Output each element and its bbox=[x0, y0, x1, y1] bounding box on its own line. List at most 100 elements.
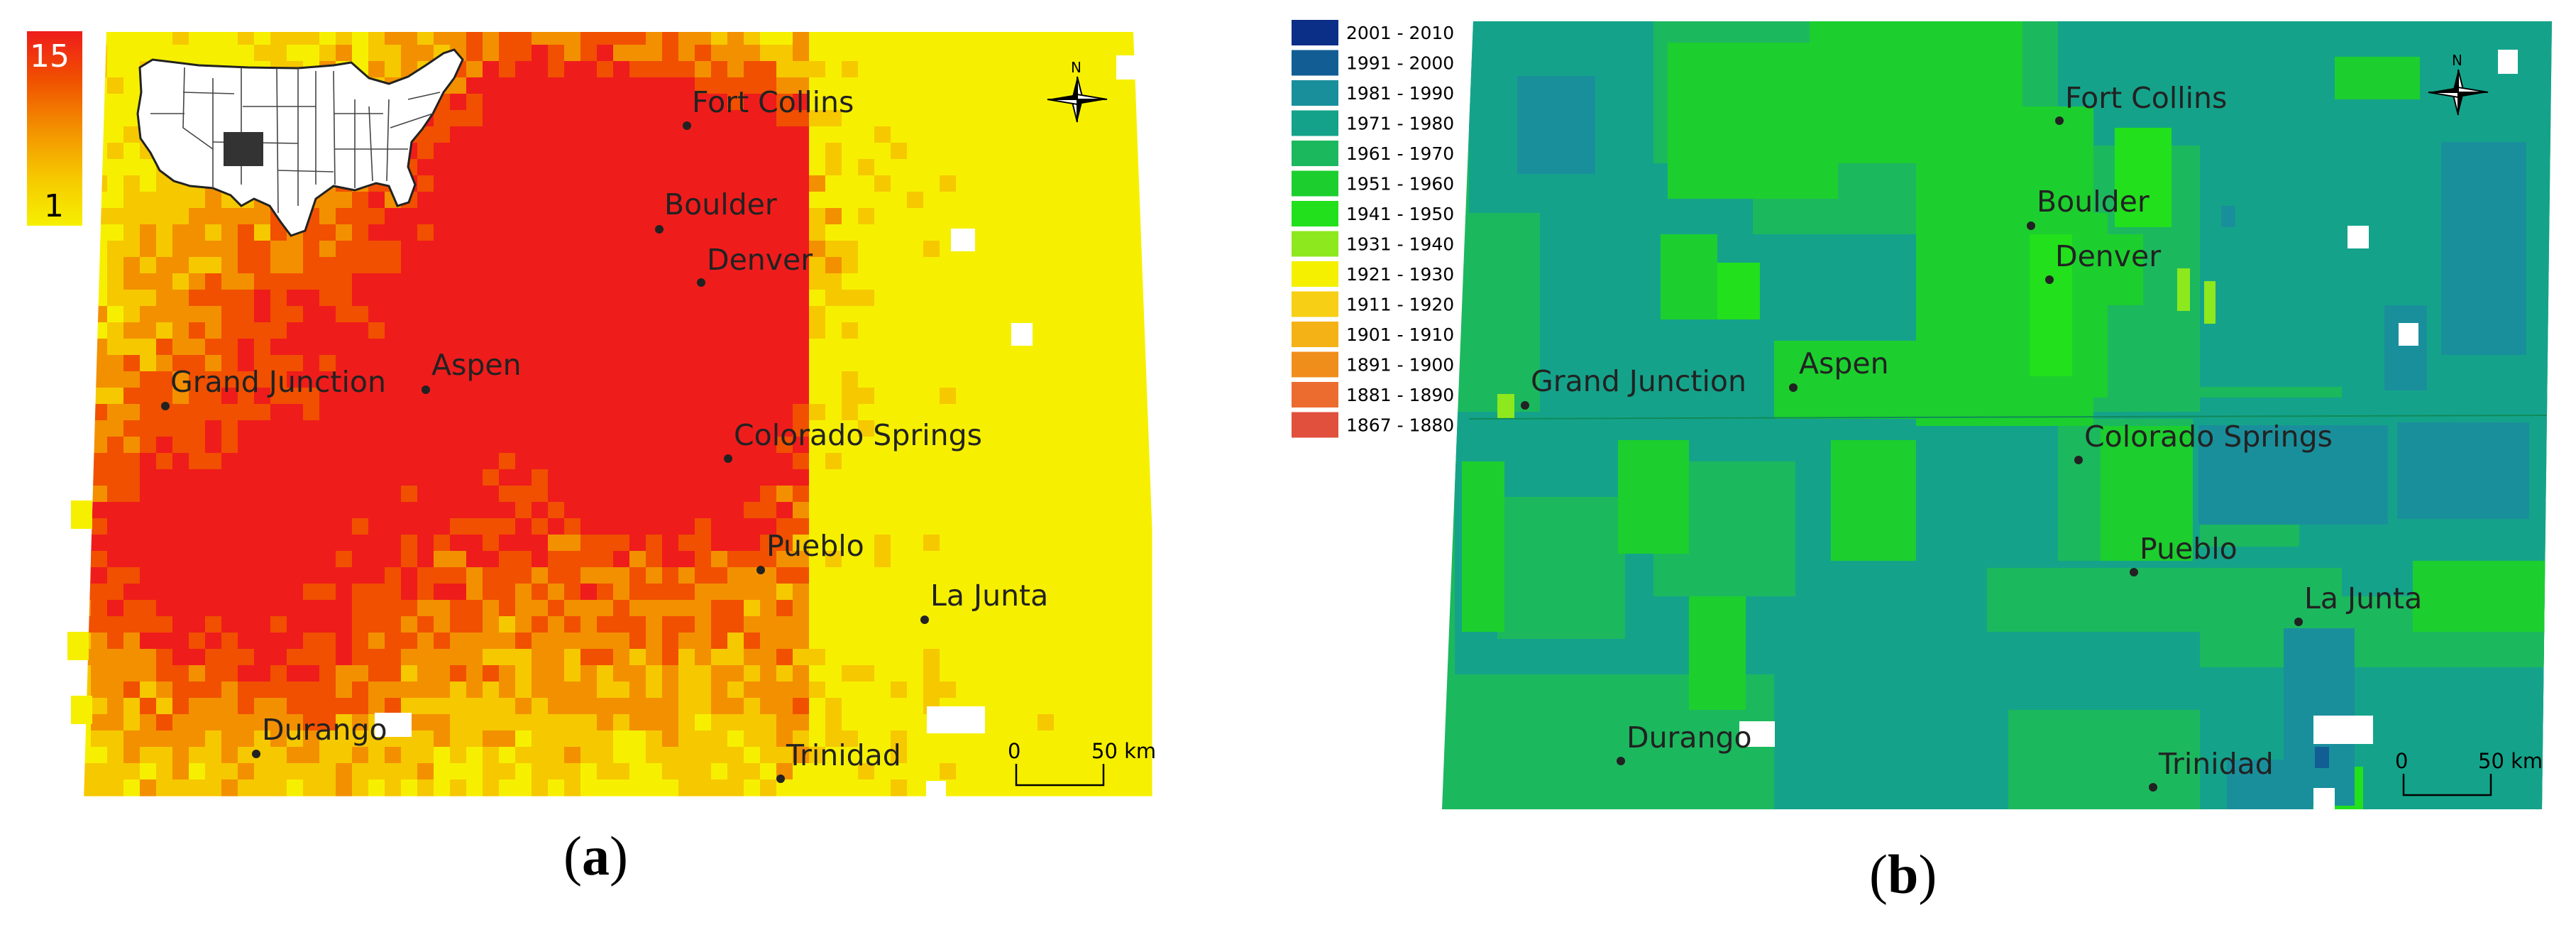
scale-end-label: 50 km bbox=[2478, 749, 2543, 773]
city-dot bbox=[161, 402, 170, 410]
legend-swatch bbox=[1292, 20, 1338, 45]
city-dot bbox=[2074, 456, 2083, 464]
city-label: La Junta bbox=[2304, 581, 2422, 615]
scale-end-label: 50 km bbox=[1091, 739, 1156, 763]
city-dot bbox=[2045, 275, 2054, 284]
legend-swatch bbox=[1292, 382, 1338, 407]
city-label: Grand Junction bbox=[170, 365, 386, 399]
city-dot bbox=[2027, 221, 2035, 230]
city-dot bbox=[724, 454, 732, 463]
city-dot bbox=[1617, 757, 1625, 765]
city-dot bbox=[756, 566, 765, 574]
legend-swatch bbox=[1292, 261, 1338, 287]
legend-min-label: 1 bbox=[44, 188, 64, 224]
legend-label: 1981 - 1990 bbox=[1346, 83, 1454, 104]
panel-label-b: (b) bbox=[1869, 843, 1937, 905]
legend-swatch bbox=[1292, 351, 1338, 378]
city-label: Boulder bbox=[664, 187, 777, 221]
north-arrow-icon: N bbox=[2428, 52, 2489, 116]
legend-a: 15 1 bbox=[27, 31, 82, 226]
city-label: Fort Collins bbox=[2065, 81, 2227, 115]
scale-bar-a: 0 50 km bbox=[1008, 739, 1156, 787]
city-markers-b: Fort Collins Boulder Denver Grand Junction A… bbox=[1521, 81, 2422, 792]
legend-gradient-bar bbox=[27, 31, 82, 226]
legend-swatch bbox=[1292, 201, 1338, 226]
svg-text:(a): (a) bbox=[563, 825, 628, 887]
city-label: Pueblo bbox=[766, 529, 864, 563]
legend-label: 1891 - 1900 bbox=[1346, 355, 1454, 376]
legend-label: 1951 - 1960 bbox=[1346, 174, 1454, 195]
legend-label: 1881 - 1890 bbox=[1346, 385, 1454, 405]
legend-label: 1921 - 1930 bbox=[1346, 264, 1454, 285]
city-label: Aspen bbox=[431, 348, 522, 382]
legend-swatch bbox=[1292, 80, 1338, 106]
city-label: Colorado Springs bbox=[734, 418, 982, 452]
city-dot bbox=[776, 775, 785, 783]
panel-a-map: 15 1 N 0 50 km Fort Collins Boulder Denver… bbox=[0, 0, 1277, 922]
city-label: Trinidad bbox=[2158, 747, 2274, 781]
legend-swatch bbox=[1292, 291, 1338, 317]
legend-swatch bbox=[1292, 110, 1338, 136]
city-dot bbox=[697, 278, 705, 287]
city-dot bbox=[920, 615, 929, 624]
map-b-canvas: 2001 - 2010 1991 - 2000 1981 - 1990 1971 - … bbox=[1292, 20, 2552, 905]
city-label: Durango bbox=[1626, 721, 1752, 755]
legend-label: 1931 - 1940 bbox=[1346, 234, 1454, 255]
panel-b-map: 2001 - 2010 1991 - 2000 1981 - 1990 1971 - … bbox=[1277, 0, 2576, 922]
raster-gaps-b bbox=[1739, 50, 2518, 811]
city-label: Aspen bbox=[1799, 346, 1889, 381]
city-dot bbox=[2055, 116, 2064, 125]
city-label: Denver bbox=[707, 243, 813, 277]
usa-outline bbox=[136, 48, 464, 237]
city-label: Boulder bbox=[2037, 185, 2150, 219]
colorado-highlight bbox=[224, 132, 263, 166]
city-label: Grand Junction bbox=[1531, 364, 1746, 398]
svg-text:(b): (b) bbox=[1869, 843, 1937, 905]
city-dot bbox=[1789, 383, 1798, 392]
legend-swatch bbox=[1292, 322, 1338, 347]
legend-swatch bbox=[1292, 412, 1338, 438]
legend-label: 2001 - 2010 bbox=[1346, 23, 1454, 43]
legend-swatch bbox=[1292, 50, 1338, 76]
svg-text:N: N bbox=[1071, 59, 1081, 76]
city-label: Fort Collins bbox=[692, 85, 854, 119]
city-dot bbox=[683, 121, 691, 130]
legend-label: 1901 - 1910 bbox=[1346, 324, 1454, 345]
raster-gaps-a bbox=[375, 55, 1136, 802]
city-label: Colorado Springs bbox=[2084, 420, 2333, 454]
city-dot bbox=[252, 750, 260, 758]
legend-label: 1867 - 1880 bbox=[1346, 415, 1454, 436]
legend-b: 2001 - 2010 1991 - 2000 1981 - 1990 1971 - … bbox=[1292, 20, 1454, 438]
city-dot bbox=[422, 385, 430, 394]
legend-swatch bbox=[1292, 170, 1338, 197]
scale-start-label: 0 bbox=[1008, 739, 1020, 763]
legend-swatch bbox=[1292, 231, 1338, 257]
city-label: La Junta bbox=[930, 579, 1048, 613]
panel-label-a: (a) bbox=[563, 825, 628, 887]
usa-inset-map bbox=[136, 48, 464, 237]
scale-bar-b: 0 50 km bbox=[2395, 749, 2543, 797]
city-label: Durango bbox=[262, 713, 387, 747]
city-label: Pueblo bbox=[2140, 532, 2238, 566]
legend-swatch bbox=[1292, 141, 1338, 166]
usa-state-lines bbox=[150, 67, 441, 214]
legend-label: 1941 - 1950 bbox=[1346, 204, 1454, 224]
city-dot bbox=[655, 225, 664, 234]
scale-start-label: 0 bbox=[2395, 749, 2408, 773]
city-dot bbox=[1521, 401, 1529, 410]
legend-label: 1971 - 1980 bbox=[1346, 114, 1454, 134]
city-label: Denver bbox=[2055, 239, 2161, 273]
city-dot bbox=[2149, 783, 2157, 792]
svg-text:N: N bbox=[2452, 52, 2462, 69]
city-markers-a: Fort Collins Boulder Denver Grand Junction A… bbox=[161, 85, 1048, 783]
legend-label: 1991 - 2000 bbox=[1346, 53, 1454, 74]
city-label: Trinidad bbox=[786, 738, 901, 772]
legend-max-label: 15 bbox=[30, 38, 70, 75]
legend-label: 1911 - 1920 bbox=[1346, 295, 1454, 315]
map-a-canvas: 15 1 N 0 50 km Fort Collins Boulder Denver… bbox=[27, 31, 1156, 887]
city-dot bbox=[2130, 568, 2138, 576]
legend-label: 1961 - 1970 bbox=[1346, 143, 1454, 164]
zone-map-b bbox=[1442, 21, 2552, 809]
north-arrow-icon: N bbox=[1047, 59, 1108, 123]
city-dot bbox=[2294, 618, 2303, 626]
